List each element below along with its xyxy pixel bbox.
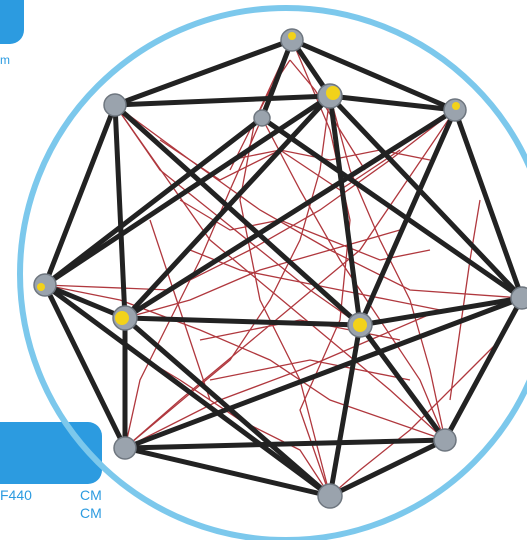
joint-right <box>511 287 527 309</box>
joint-lower-right <box>434 429 456 451</box>
frame-joints <box>34 29 527 508</box>
joint-left <box>34 274 56 296</box>
joint-lower-left <box>114 437 136 459</box>
joint-back-top <box>254 110 270 126</box>
joint-bottom <box>318 484 342 508</box>
joint-upper-left <box>104 94 126 116</box>
